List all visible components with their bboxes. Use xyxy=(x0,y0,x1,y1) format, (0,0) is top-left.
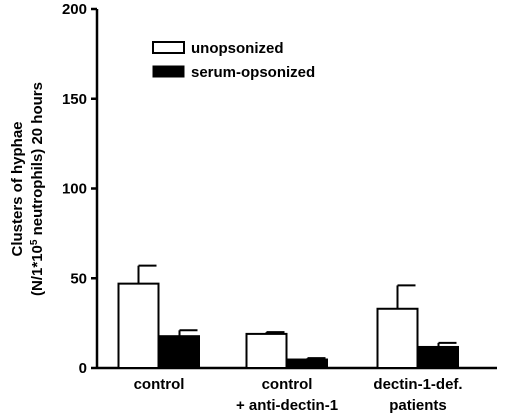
legend: unopsonized serum-opsonized xyxy=(152,40,315,81)
bar-unopsonized xyxy=(117,282,160,370)
y-axis: 0 50 100 150 200 xyxy=(62,1,99,377)
y-axis-label-line2-suffix: neutrophils) 20 hours xyxy=(29,82,46,240)
y-tick-label: 0 xyxy=(79,360,87,377)
y-tick-label: 100 xyxy=(62,181,87,198)
x-category-label: control xyxy=(134,376,185,393)
bar-unopsonized xyxy=(376,307,419,370)
x-category-label: dectin-1-def. xyxy=(373,376,462,393)
bar-serum-opsonized xyxy=(159,335,200,369)
y-tick-label: 200 xyxy=(62,1,87,18)
legend-swatch-serum-opsonized xyxy=(152,65,185,78)
x-category-label: patients xyxy=(389,397,447,414)
x-axis: control control + anti-dectin-1 dectin-1-de… xyxy=(97,366,497,414)
y-axis-label-line2-sup: 5 xyxy=(29,239,40,245)
y-tick-label: 150 xyxy=(62,91,87,108)
bars xyxy=(117,264,459,370)
y-axis-label-second-line: (N/1*105 neutrophils) 20 hours xyxy=(29,82,47,296)
x-category-label: control xyxy=(262,376,313,393)
y-tick-label: 50 xyxy=(70,270,87,287)
x-category-label: + anti-dectin-1 xyxy=(236,397,338,414)
y-axis-label-line1: Clusters of hyphae xyxy=(9,121,26,256)
bar-serum-opsonized xyxy=(418,345,459,369)
legend-label-unopsonized: unopsonized xyxy=(191,40,284,57)
legend-swatch-unopsonized xyxy=(152,41,185,54)
y-axis-label-line2-prefix: (N/1*10 xyxy=(29,245,46,296)
legend-label-serum-opsonized: serum-opsonized xyxy=(191,64,315,81)
bar-unopsonized xyxy=(245,332,288,369)
y-axis-label: Clusters of hyphae xyxy=(9,121,26,256)
bar-serum-opsonized xyxy=(287,358,328,369)
